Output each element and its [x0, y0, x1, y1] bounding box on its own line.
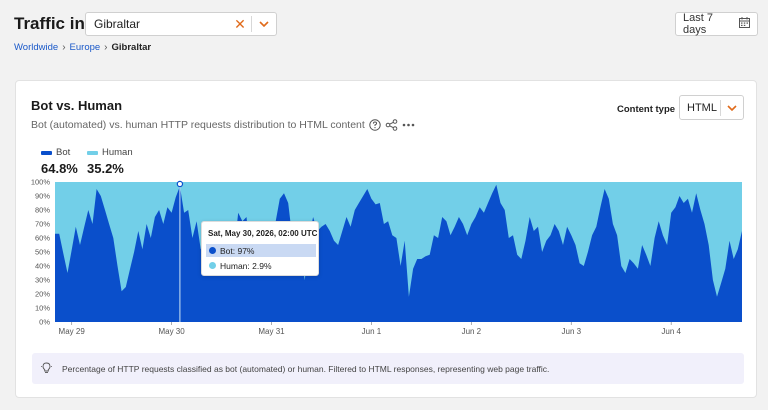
bot-dot — [209, 247, 216, 254]
info-note: Percentage of HTTP requests classified a… — [32, 353, 744, 384]
bot-human-area-chart[interactable]: 0% 10% 20% 30% 40% 50% 60% 70% 80% 90% 100% May 29 M… — [16, 81, 758, 341]
breadcrumb-europe[interactable]: Europe — [69, 42, 101, 53]
x-tick-label: May 30 — [158, 327, 185, 336]
calendar-icon — [739, 17, 750, 31]
x-tick-label: Jun 2 — [462, 327, 482, 336]
x-tick-label: May 29 — [59, 327, 86, 336]
location-select[interactable]: Gibraltar ✕ — [85, 12, 277, 36]
tooltip-row-bot: Bot: 97% — [206, 244, 316, 257]
bot-area — [55, 184, 742, 322]
legend-value: 35.2% — [87, 161, 124, 176]
y-tick-label: 40% — [35, 262, 50, 271]
chevron-down-icon[interactable] — [252, 13, 276, 35]
y-tick-label: 70% — [35, 220, 50, 229]
date-range-label: Last 7 days — [683, 12, 713, 36]
x-tick-label: Jun 4 — [661, 327, 681, 336]
legend-item-human[interactable]: Human 35.2% — [87, 147, 133, 176]
y-tick-label: 20% — [35, 290, 50, 299]
y-tick-label: 30% — [35, 276, 50, 285]
lightbulb-icon — [41, 362, 52, 376]
select-divider — [251, 16, 252, 32]
tooltip-row-human: Human: 2.9% — [206, 259, 316, 272]
human-dot — [209, 262, 216, 269]
help-icon[interactable] — [369, 119, 381, 131]
human-swatch — [87, 150, 98, 155]
more-options-icon[interactable] — [402, 123, 415, 127]
tooltip-bot-label: Bot: 97% — [220, 245, 255, 256]
y-tick-label: 90% — [35, 192, 50, 201]
info-note-text: Percentage of HTTP requests classified a… — [62, 363, 550, 374]
clear-icon[interactable]: ✕ — [234, 16, 246, 32]
bot-vs-human-card: Bot vs. Human Bot (automated) vs. human … — [15, 80, 757, 398]
y-tick-label: 50% — [35, 248, 50, 257]
y-tick-label: 100% — [31, 178, 51, 187]
tooltip-title: Sat, May 30, 2026, 02:00 UTC — [208, 229, 318, 238]
hover-marker — [176, 180, 184, 188]
location-value: Gibraltar — [94, 17, 141, 31]
x-tick-label: May 31 — [258, 327, 285, 336]
breadcrumb-worldwide[interactable]: Worldwide — [14, 42, 59, 53]
page-title: Traffic in — [14, 14, 85, 33]
chevron-down-icon — [721, 104, 743, 111]
tooltip-human-label: Human: 2.9% — [220, 260, 272, 271]
x-tick-label: Jun 3 — [562, 327, 582, 336]
y-tick-label: 0% — [39, 318, 50, 327]
y-tick-label: 80% — [35, 206, 50, 215]
breadcrumb-current: Gibraltar — [111, 42, 152, 53]
y-tick-label: 60% — [35, 234, 50, 243]
share-icon[interactable] — [385, 119, 398, 131]
legend-name: Human — [102, 147, 133, 158]
chevron-right-icon: › — [62, 42, 66, 53]
breadcrumb: Worldwide › Europe › Gibraltar — [14, 42, 151, 53]
legend-item-bot[interactable]: Bot 64.8% — [41, 147, 78, 176]
select-divider — [720, 99, 721, 116]
date-range-button[interactable]: Last 7 days — [675, 12, 758, 36]
card-subtitle-row: Bot (automated) vs. human HTTP requests … — [31, 119, 415, 131]
content-type-select[interactable]: HTML — [679, 95, 744, 120]
chart-tooltip: Sat, May 30, 2026, 02:00 UTC Bot: 97% Hu… — [201, 221, 319, 276]
bot-swatch — [41, 150, 52, 155]
legend-name: Bot — [56, 147, 71, 158]
content-type-value: HTML — [687, 101, 717, 114]
chevron-right-icon: › — [104, 42, 108, 53]
card-title: Bot vs. Human — [31, 98, 123, 113]
card-subtitle: Bot (automated) vs. human HTTP requests … — [31, 119, 365, 131]
content-type-label: Content type — [617, 104, 676, 115]
x-tick-label: Jun 1 — [362, 327, 382, 336]
y-tick-label: 10% — [35, 304, 50, 313]
legend-value: 64.8% — [41, 161, 78, 176]
